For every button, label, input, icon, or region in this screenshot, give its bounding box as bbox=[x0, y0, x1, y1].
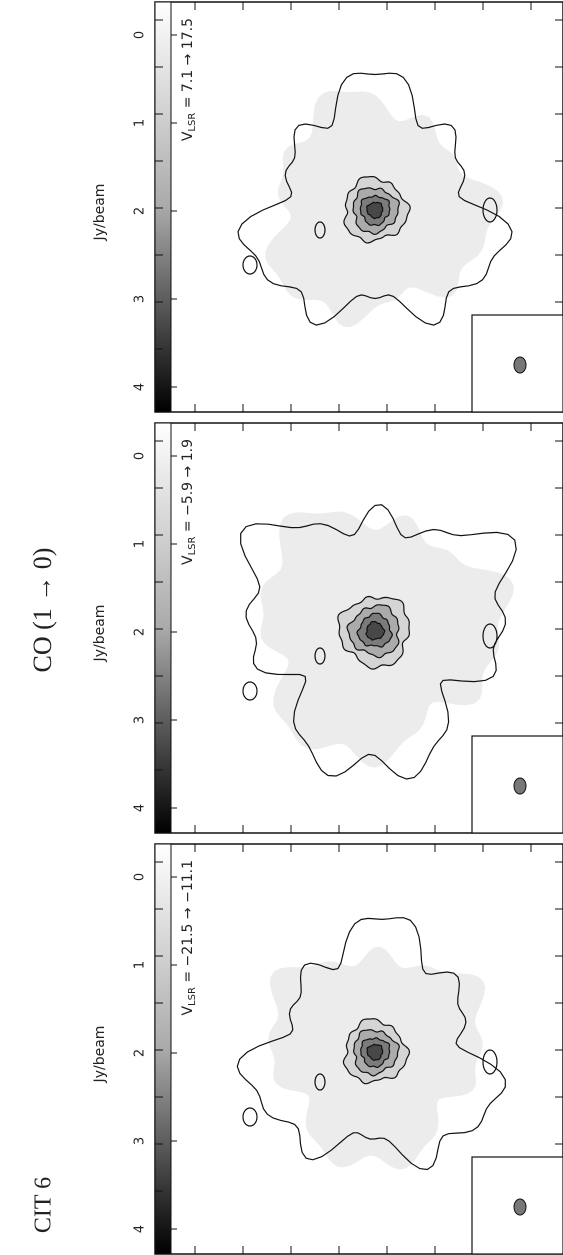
colorbar-tick-label: 2 bbox=[133, 1049, 148, 1057]
beam bbox=[514, 778, 526, 794]
velocity-symbol: V bbox=[180, 131, 196, 141]
colorbar-tick-label: 2 bbox=[133, 207, 148, 215]
colorbar bbox=[155, 2, 171, 412]
velocity-symbol: V bbox=[180, 555, 196, 565]
velocity-subscript: LSR bbox=[187, 113, 198, 132]
colorbar-tick-label: 1 bbox=[133, 540, 148, 548]
colorbar-tick-label: 0 bbox=[133, 452, 148, 460]
colorbar-tick-label: 1 bbox=[133, 961, 148, 969]
figure: CO (1 → 0) CIT 6 01234Jy/beamVLSR = 7.1 … bbox=[0, 0, 563, 1255]
velocity-range: = 7.1 → 17.5 bbox=[180, 18, 196, 113]
colorbar bbox=[155, 423, 171, 833]
colorbar-tick-label: 4 bbox=[133, 804, 148, 812]
colorbar-tick-label: 0 bbox=[133, 31, 148, 39]
colorbar-tick-label: 1 bbox=[133, 119, 148, 127]
figure-title: CO (1 → 0) bbox=[28, 548, 57, 673]
colorbar-label: Jy/beam bbox=[92, 605, 108, 663]
colorbar-tick-label: 4 bbox=[133, 1225, 148, 1233]
colorbar-tick-label: 3 bbox=[133, 716, 148, 724]
map-panel: 0 1 2 3 4 Jy/beam VLSR = −21.5 → −11.1 bbox=[92, 844, 563, 1254]
beam bbox=[514, 1199, 526, 1215]
beam bbox=[514, 357, 526, 373]
velocity-symbol: V bbox=[180, 1006, 196, 1016]
velocity-subscript: LSR bbox=[187, 536, 198, 555]
map-panel: 0 1 2 3 4 Jy/beam VLSR = −5.9 → 1.9 bbox=[92, 423, 563, 833]
colorbar-tick-label: 4 bbox=[133, 383, 148, 391]
velocity-subscript: LSR bbox=[187, 987, 198, 1006]
colorbar-tick-label: 2 bbox=[133, 628, 148, 636]
colorbar-tick-label: 3 bbox=[133, 1137, 148, 1145]
velocity-range: = −21.5 → −11.1 bbox=[180, 860, 196, 987]
colorbar-tick-label: 0 bbox=[133, 873, 148, 881]
map-panel: 0 1 2 3 4 Jy/beam VLSR = 7.1 → 17.5 bbox=[92, 2, 563, 412]
colorbar-label: Jy/beam bbox=[92, 1026, 108, 1084]
velocity-range: = −5.9 → 1.9 bbox=[180, 439, 196, 537]
source-name: CIT 6 bbox=[31, 1177, 57, 1233]
colorbar bbox=[155, 844, 171, 1254]
colorbar-tick-label: 3 bbox=[133, 295, 148, 303]
colorbar-label: Jy/beam bbox=[92, 184, 108, 242]
